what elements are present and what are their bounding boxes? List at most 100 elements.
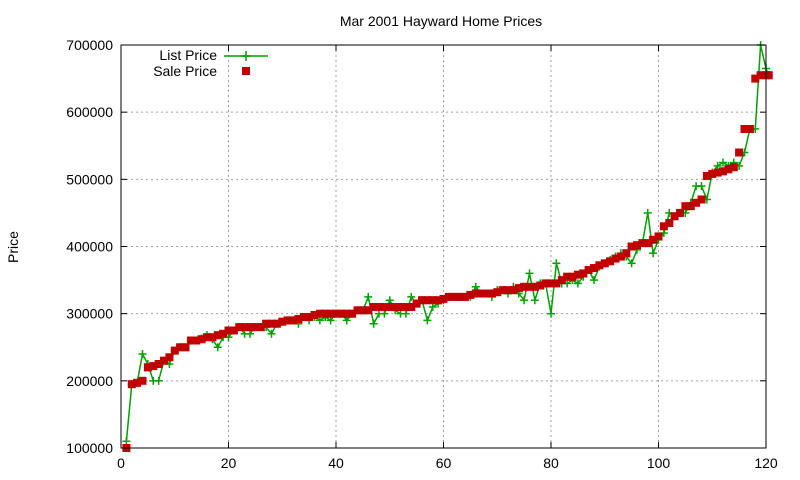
sale-price-point bbox=[391, 303, 400, 311]
sale-price-point bbox=[654, 232, 663, 241]
sale-price-point bbox=[536, 281, 545, 290]
y-tick-label: 600000 bbox=[66, 104, 113, 120]
sale-price-point bbox=[520, 282, 529, 291]
sale-price-point bbox=[563, 272, 572, 281]
x-tick-label: 40 bbox=[328, 455, 344, 471]
sale-price-point bbox=[133, 378, 142, 387]
sale-price-point bbox=[638, 239, 647, 248]
sale-price-point bbox=[487, 289, 496, 298]
sale-price-point bbox=[692, 198, 701, 207]
sale-price-point bbox=[385, 303, 394, 311]
list-price-point bbox=[246, 329, 254, 338]
sale-price-point bbox=[525, 282, 534, 291]
sale-price-point bbox=[332, 309, 340, 318]
plot-frame bbox=[120, 44, 767, 449]
y-tick-label: 400000 bbox=[66, 239, 113, 255]
sale-price-point bbox=[310, 311, 319, 319]
axis-ticks: 100000 200000 300000 400000 500000 600000 7000… bbox=[66, 37, 778, 471]
sale-price-point bbox=[477, 289, 486, 298]
list-price-point bbox=[643, 208, 652, 217]
sale-price-point bbox=[595, 261, 604, 270]
sale-price-point bbox=[633, 241, 641, 250]
sale-price-point bbox=[482, 289, 491, 298]
sale-price-point bbox=[665, 219, 674, 227]
list-price-point bbox=[590, 276, 598, 285]
list-price-point bbox=[719, 158, 727, 167]
sale-price-point bbox=[294, 315, 303, 323]
sale-price-point bbox=[219, 329, 228, 338]
sale-price-point bbox=[552, 279, 561, 288]
sale-price-point bbox=[659, 222, 668, 231]
sale-price-point bbox=[256, 323, 265, 332]
sale-price-point bbox=[283, 316, 292, 325]
list-price-point bbox=[525, 269, 534, 278]
y-tick-label: 700000 bbox=[66, 37, 113, 53]
sale-price-point bbox=[729, 163, 738, 172]
list-price-point bbox=[552, 259, 561, 268]
sale-price-point bbox=[138, 376, 147, 385]
sale-price-point bbox=[530, 282, 539, 291]
sale-price-point bbox=[740, 125, 749, 133]
sale-price-point bbox=[600, 259, 609, 268]
sale-price-point bbox=[380, 303, 389, 311]
sale-price-point bbox=[305, 313, 314, 321]
y-tick-label: 100000 bbox=[66, 440, 113, 456]
list-price-point bbox=[627, 259, 636, 268]
sale-price-point bbox=[353, 306, 362, 315]
sale-price-point bbox=[348, 309, 357, 318]
sale-price-point bbox=[407, 303, 416, 311]
sale-price-point bbox=[203, 333, 211, 342]
legend-marker-list-price bbox=[241, 51, 251, 61]
sale-price-point bbox=[423, 296, 432, 305]
sale-price-point bbox=[240, 323, 249, 332]
legend-label-list-price: List Price bbox=[159, 47, 217, 63]
list-price-point bbox=[326, 316, 335, 325]
sale-price-point bbox=[649, 235, 658, 244]
sale-price-point bbox=[235, 323, 244, 332]
x-tick-label: 80 bbox=[543, 455, 559, 471]
list-price-point bbox=[471, 282, 480, 291]
sale-price-point bbox=[143, 363, 152, 372]
sale-price-point bbox=[369, 303, 378, 311]
sale-price-point bbox=[702, 172, 711, 180]
list-price-line bbox=[125, 44, 770, 442]
sale-price-point bbox=[434, 296, 443, 305]
y-axis-label: Price bbox=[5, 231, 21, 263]
sale-price-point bbox=[573, 270, 582, 279]
sale-price-point bbox=[509, 286, 518, 295]
sale-price-point bbox=[444, 292, 453, 301]
sale-price-point bbox=[251, 323, 260, 332]
sale-price-point bbox=[299, 313, 308, 321]
sale-price-point bbox=[213, 331, 222, 340]
sale-price-point bbox=[278, 317, 287, 326]
x-tick-label: 100 bbox=[647, 455, 671, 471]
sale-price-point bbox=[375, 303, 383, 311]
sale-price-point bbox=[568, 272, 577, 281]
sale-price-point bbox=[557, 276, 566, 285]
list-price-point bbox=[428, 302, 437, 311]
sale-price-point bbox=[764, 71, 773, 80]
sale-price-point bbox=[498, 286, 507, 295]
legend-label-sale-price: Sale Price bbox=[153, 63, 217, 79]
sale-price-point bbox=[584, 266, 593, 274]
series-layer bbox=[122, 41, 773, 452]
y-tick-label: 300000 bbox=[66, 306, 113, 322]
sale-price-point bbox=[149, 362, 158, 371]
sale-price-point bbox=[181, 343, 190, 352]
sale-price-point bbox=[756, 71, 765, 80]
list-price-point bbox=[649, 249, 658, 258]
legend: List Price Sale Price bbox=[153, 47, 268, 79]
sale-price-point bbox=[192, 336, 201, 345]
sale-price-point bbox=[412, 299, 421, 308]
list-price-point bbox=[342, 316, 351, 325]
sale-price-point bbox=[643, 239, 652, 248]
x-tick-label: 0 bbox=[117, 455, 125, 471]
sale-price-point bbox=[224, 326, 233, 335]
sale-price-point bbox=[681, 202, 690, 211]
sale-price-point bbox=[262, 319, 271, 328]
list-price-point bbox=[267, 329, 276, 338]
sale-price-point bbox=[622, 249, 631, 258]
list-price-point bbox=[364, 292, 373, 301]
list-price-point bbox=[713, 161, 722, 170]
sale-price-point bbox=[697, 195, 706, 204]
